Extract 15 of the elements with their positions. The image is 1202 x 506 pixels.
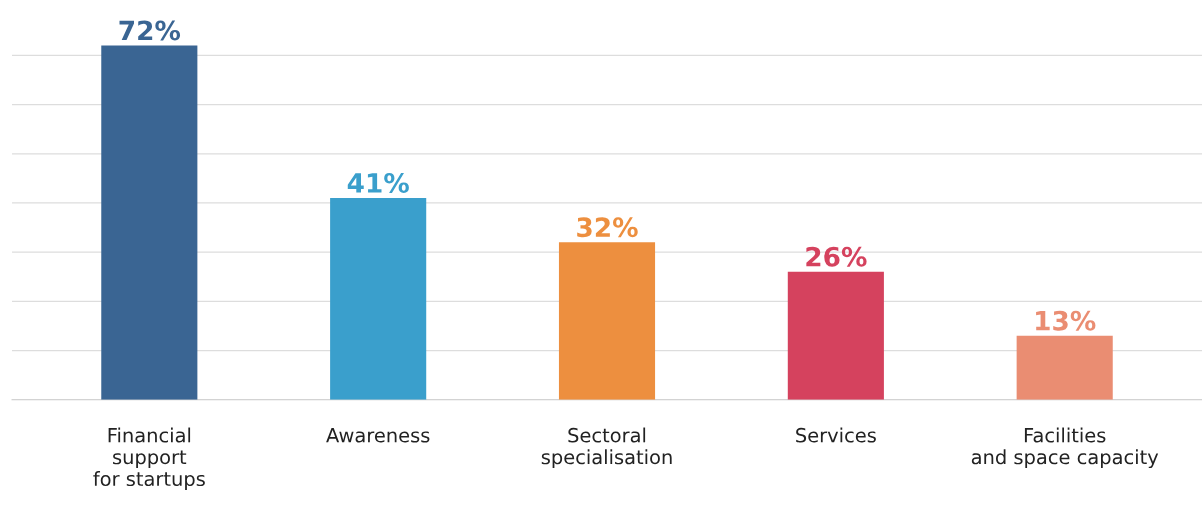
- bar: [1016, 335, 1113, 400]
- x-tick-label: Financial support for startups: [93, 427, 205, 490]
- x-tick-label: Awareness: [326, 428, 430, 443]
- bar: [101, 45, 198, 400]
- x-tick-label: Sectoral specialisation: [541, 427, 672, 469]
- data-label: 41%: [347, 172, 409, 193]
- x-tick-label: Facilities and space capacity: [971, 427, 1159, 469]
- data-label: 13%: [1036, 310, 1096, 331]
- data-label: 32%: [577, 217, 638, 238]
- bar: [558, 242, 656, 400]
- data-label: 72%: [119, 20, 181, 41]
- bar: [787, 271, 884, 400]
- x-tick-label: Services: [796, 427, 876, 443]
- bar: [330, 198, 427, 400]
- data-label: 26%: [806, 246, 867, 267]
